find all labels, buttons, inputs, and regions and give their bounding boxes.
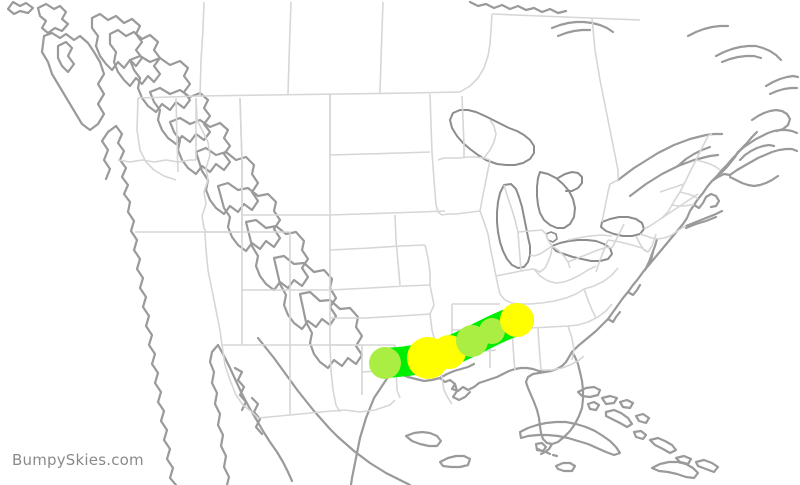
state-borders — [117, 1, 721, 419]
coastlines — [6, 0, 800, 485]
site-watermark: BumpySkies.com — [12, 451, 144, 469]
